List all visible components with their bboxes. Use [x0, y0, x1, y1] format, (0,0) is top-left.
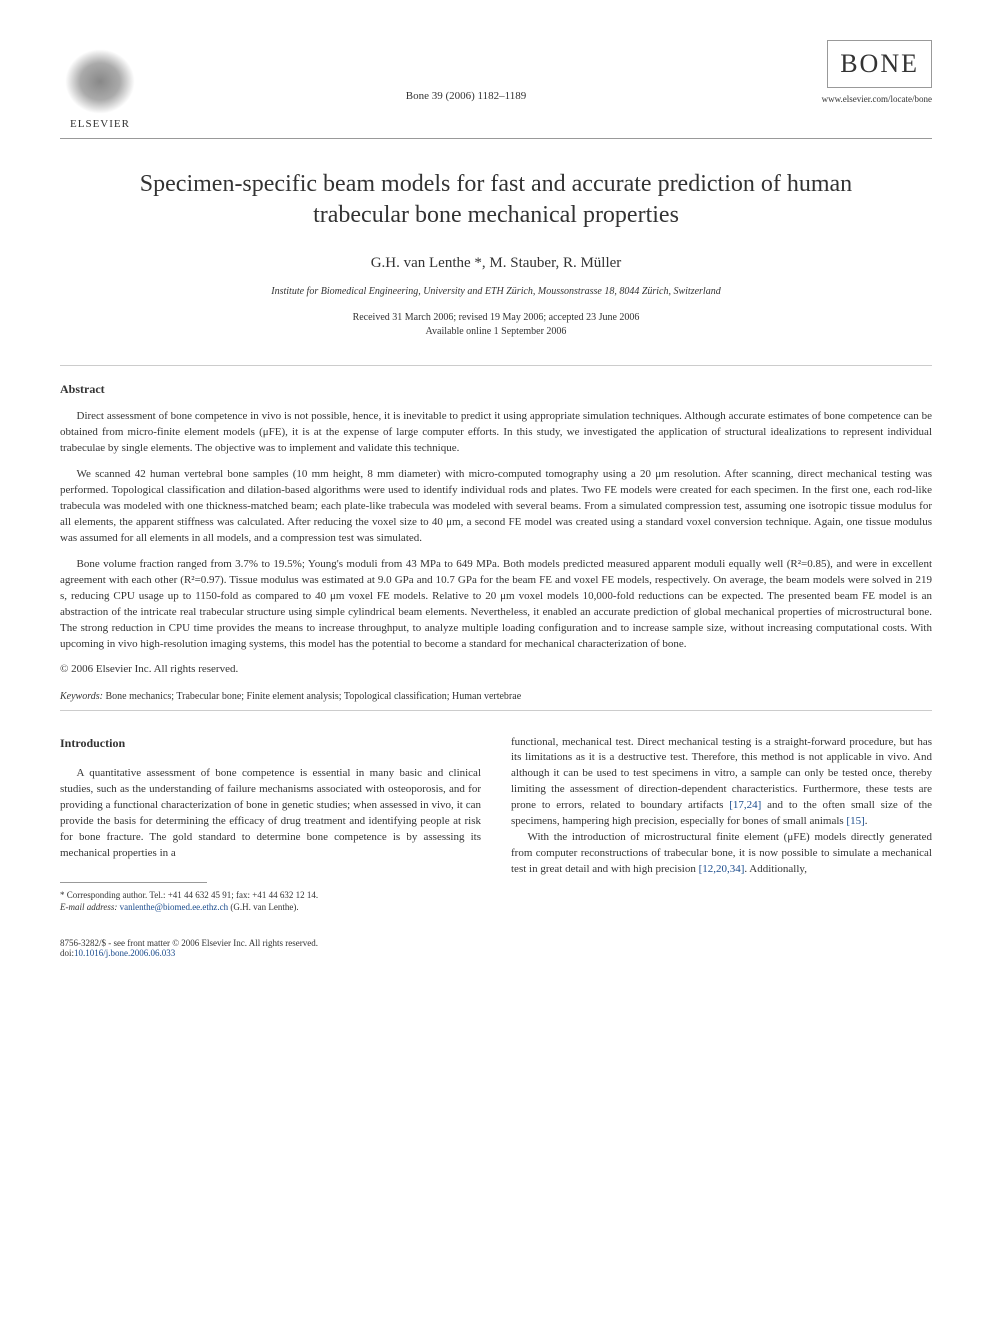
available-line: Available online 1 September 2006	[60, 325, 932, 339]
abstract-p1: Direct assessment of bone competence in …	[60, 409, 932, 457]
abstract-heading: Abstract	[60, 382, 932, 397]
email-tail: (G.H. van Lenthe).	[230, 902, 298, 912]
keywords-line: Keywords: Bone mechanics; Trabecular bon…	[60, 691, 932, 702]
journal-logo: BONE	[827, 40, 932, 88]
body-columns: Introduction A quantitative assessment o…	[60, 735, 932, 914]
publisher-logo: ELSEVIER	[60, 40, 140, 130]
footnote-rule	[60, 882, 207, 883]
copyright: © 2006 Elsevier Inc. All rights reserved…	[60, 663, 932, 675]
corresponding-author-footnote: * Corresponding author. Tel.: +41 44 632…	[60, 889, 481, 914]
publisher-name: ELSEVIER	[70, 118, 130, 130]
right-column: functional, mechanical test. Direct mech…	[511, 735, 932, 914]
footer: 8756-3282/$ - see front matter © 2006 El…	[60, 938, 932, 958]
journal-url[interactable]: www.elsevier.com/locate/bone	[792, 94, 932, 104]
journal-branding: BONE www.elsevier.com/locate/bone	[792, 40, 932, 104]
header-rule	[60, 138, 932, 139]
intro-p2-right: With the introduction of microstructural…	[511, 830, 932, 878]
ref-17-24[interactable]: [17,24]	[729, 799, 761, 811]
keywords-label: Keywords:	[60, 691, 103, 702]
intro-p2r-b: . Additionally,	[744, 863, 807, 875]
email-link[interactable]: vanlenthe@biomed.ee.ethz.ch	[120, 902, 229, 912]
footnote-email-line: E-mail address: vanlenthe@biomed.ee.ethz…	[60, 901, 481, 914]
email-label: E-mail address:	[60, 902, 117, 912]
keywords-text: Bone mechanics; Trabecular bone; Finite …	[105, 691, 521, 702]
footer-left: 8756-3282/$ - see front matter © 2006 El…	[60, 938, 318, 958]
authors: G.H. van Lenthe *, M. Stauber, R. Müller	[60, 255, 932, 272]
header: ELSEVIER Bone 39 (2006) 1182–1189 BONE w…	[60, 40, 932, 130]
article-title: Specimen-specific beam models for fast a…	[60, 169, 932, 231]
elsevier-tree-icon	[65, 49, 135, 114]
received-line: Received 31 March 2006; revised 19 May 2…	[60, 311, 932, 325]
abstract-top-rule	[60, 365, 932, 366]
doi-link[interactable]: 10.1016/j.bone.2006.06.033	[74, 948, 175, 958]
doi-label: doi:	[60, 948, 74, 958]
intro-p1-right: functional, mechanical test. Direct mech…	[511, 735, 932, 831]
citation-line: Bone 39 (2006) 1182–1189	[140, 40, 792, 102]
footnote-corr: * Corresponding author. Tel.: +41 44 632…	[60, 889, 481, 902]
affiliation: Institute for Biomedical Engineering, Un…	[60, 286, 932, 297]
ref-12-20-34[interactable]: [12,20,34]	[699, 863, 745, 875]
abstract-p3: Bone volume fraction ranged from 3.7% to…	[60, 557, 932, 653]
intro-p1r-c: .	[865, 815, 868, 827]
article-dates: Received 31 March 2006; revised 19 May 2…	[60, 311, 932, 339]
front-matter: 8756-3282/$ - see front matter © 2006 El…	[60, 938, 318, 948]
left-column: Introduction A quantitative assessment o…	[60, 735, 481, 914]
introduction-heading: Introduction	[60, 735, 481, 752]
intro-p1-left: A quantitative assessment of bone compet…	[60, 766, 481, 862]
ref-15[interactable]: [15]	[846, 815, 864, 827]
abstract-bottom-rule	[60, 710, 932, 711]
doi-line: doi:10.1016/j.bone.2006.06.033	[60, 948, 318, 958]
abstract-p2: We scanned 42 human vertebral bone sampl…	[60, 467, 932, 547]
